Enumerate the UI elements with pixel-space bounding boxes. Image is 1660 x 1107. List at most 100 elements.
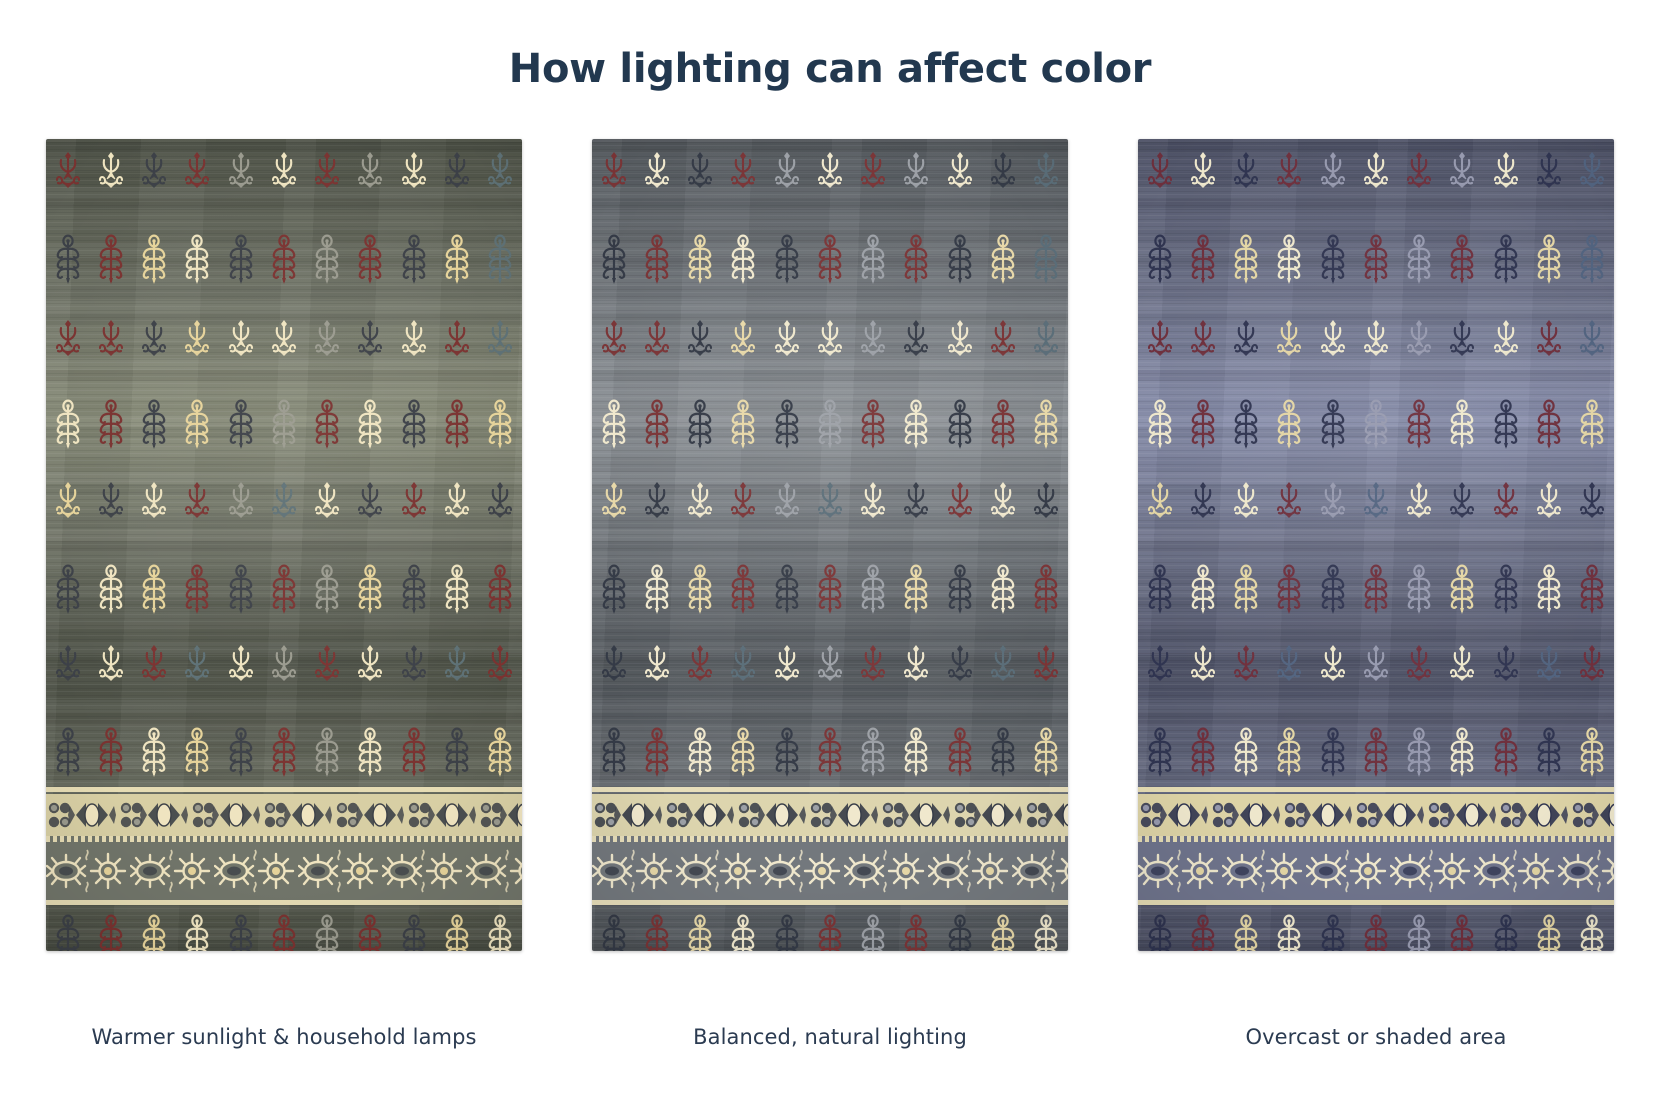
page-title: How lighting can affect color	[508, 46, 1152, 92]
crown-floral-motif	[488, 645, 513, 681]
tree-feather-motif	[229, 399, 252, 449]
tree-feather-motif	[315, 234, 339, 284]
tree-feather-motif	[1494, 234, 1518, 284]
tree-feather-motif	[315, 727, 339, 777]
border-guard-line-bottom	[1138, 900, 1614, 905]
tree-feather-motif	[818, 399, 842, 449]
tree-feather-motif	[818, 914, 842, 951]
crown-floral-motif	[98, 152, 123, 188]
crown-floral-motif	[688, 320, 713, 356]
tree-feather-motif	[1494, 399, 1518, 449]
tree-feather-motif	[991, 234, 1015, 284]
border-band-lozenge-unit	[736, 794, 808, 836]
tree-feather-motif	[861, 399, 885, 449]
tree-feather-motif	[99, 399, 123, 449]
tree-feather-motif	[1364, 727, 1388, 777]
crown-floral-motif	[142, 320, 167, 356]
tree-feather-motif	[56, 727, 79, 777]
tree-feather-motif	[402, 234, 426, 284]
caption-overcast: Overcast or shaded area	[1245, 1025, 1507, 1049]
crown-floral-motif	[1034, 320, 1059, 356]
tree-feather-motif	[645, 914, 669, 951]
crown-floral-motif	[271, 645, 297, 681]
crown-floral-motif	[947, 645, 972, 681]
crown-floral-motif	[98, 645, 123, 681]
tree-feather-motif	[186, 399, 209, 449]
tree-feather-motif	[1451, 727, 1474, 777]
tree-feather-motif	[1034, 399, 1058, 449]
tree-feather-motif	[1321, 564, 1344, 614]
crown-floral-motif	[488, 320, 513, 356]
border-band-rosette-unit	[466, 842, 522, 900]
crown-floral-motif	[1320, 482, 1345, 518]
tree-feather-motif	[991, 399, 1015, 449]
border-band-rosette	[592, 842, 1068, 900]
crown-floral-motif	[185, 152, 210, 188]
border-band-rosette-unit	[676, 842, 760, 900]
tree-feather-motif	[1191, 399, 1215, 449]
crown-floral-motif	[1363, 482, 1389, 518]
motif-row-7	[46, 644, 522, 684]
motif-row-5	[46, 481, 522, 521]
tree-feather-motif	[272, 564, 296, 614]
motif-row-6	[592, 564, 1068, 616]
crown-floral-motif	[315, 320, 340, 356]
tree-feather-motif	[1148, 564, 1171, 614]
border-band-rosette-unit	[1138, 842, 1222, 900]
motif-row-4	[46, 399, 522, 451]
tree-feather-motif	[142, 564, 166, 614]
crown-floral-motif	[1147, 645, 1172, 681]
border-guard-line-bottom	[592, 900, 1068, 905]
tree-feather-motif	[445, 564, 469, 614]
crown-floral-motif	[358, 645, 383, 681]
border-band-lozenge	[592, 794, 1068, 836]
border-guard-line-top	[592, 787, 1068, 792]
tree-feather-motif	[1537, 564, 1561, 614]
tree-feather-motif	[142, 727, 166, 777]
tree-feather-motif	[1364, 564, 1388, 614]
border-band-lozenge-unit	[190, 794, 262, 836]
crown-floral-motif	[1407, 645, 1432, 681]
border-guard-line-top	[46, 787, 522, 792]
crown-floral-motif	[601, 482, 626, 518]
border-band-rosette-unit	[46, 842, 130, 900]
border-band-rosette-unit	[1306, 842, 1390, 900]
tree-feather-motif	[1364, 399, 1388, 449]
border-band-lozenge-unit	[592, 794, 664, 836]
crown-floral-motif	[1580, 320, 1605, 356]
tree-feather-motif	[905, 564, 928, 614]
tree-feather-motif	[602, 399, 625, 449]
tree-feather-motif	[991, 914, 1015, 951]
crown-floral-motif	[817, 152, 843, 188]
tree-feather-motif	[1364, 914, 1388, 951]
rug-swatch-overcast[interactable]	[1138, 139, 1614, 951]
tree-feather-motif	[1407, 399, 1431, 449]
tree-feather-motif	[229, 914, 252, 951]
crown-floral-motif	[271, 482, 297, 518]
crown-floral-motif	[1234, 482, 1259, 518]
tree-feather-motif	[1580, 399, 1604, 449]
tree-feather-motif	[948, 727, 972, 777]
motif-row-3	[46, 319, 522, 359]
tree-feather-motif	[488, 564, 512, 614]
crown-floral-motif	[1277, 152, 1302, 188]
tree-feather-motif	[861, 727, 885, 777]
tree-feather-motif	[688, 399, 712, 449]
tree-feather-motif	[272, 914, 296, 951]
rug-swatch-balanced[interactable]	[592, 139, 1068, 951]
border-guard-line-middle	[1138, 836, 1614, 842]
border-band-rosette-unit	[760, 842, 844, 900]
crown-floral-motif	[1363, 152, 1389, 188]
crown-floral-motif	[185, 482, 210, 518]
crown-floral-motif	[990, 320, 1016, 356]
crown-floral-motif	[688, 152, 713, 188]
rug-swatch-warm[interactable]	[46, 139, 522, 951]
crown-floral-motif	[1536, 482, 1562, 518]
border-band-lozenge-unit	[1024, 794, 1068, 836]
tree-feather-motif	[488, 727, 512, 777]
border-guard-line-middle	[46, 836, 522, 842]
crown-floral-motif	[98, 482, 123, 518]
tree-feather-motif	[272, 399, 296, 449]
crown-floral-motif	[488, 152, 513, 188]
motif-row-5	[1138, 481, 1614, 521]
